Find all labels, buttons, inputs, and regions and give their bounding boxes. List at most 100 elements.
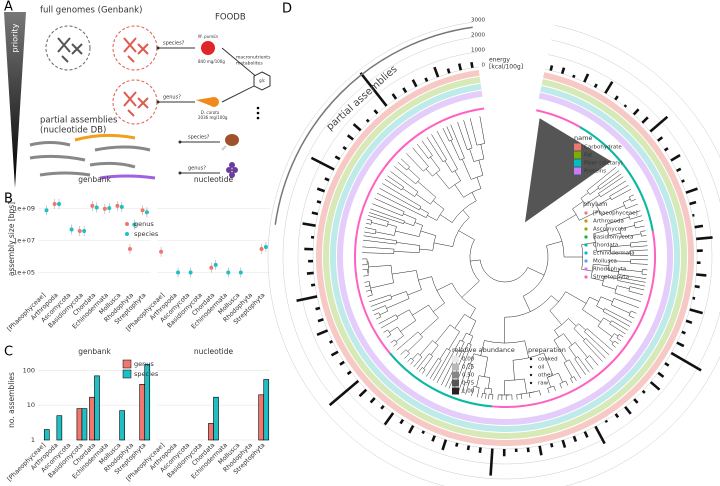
branch: [484, 387, 486, 394]
branch: [419, 208, 429, 214]
bar: [342, 146, 347, 151]
branch: [554, 318, 569, 331]
branch: [423, 356, 433, 369]
branch: [462, 159, 472, 180]
branch: [440, 214, 453, 223]
legend-key: [452, 355, 459, 363]
branch: [381, 201, 405, 212]
branch: [547, 385, 554, 389]
branch: [410, 360, 414, 365]
branch: [463, 188, 482, 198]
branch: [618, 269, 620, 275]
branch: [432, 169, 441, 177]
facet-title: genbank: [78, 347, 111, 356]
bar: [681, 330, 686, 335]
point: [188, 270, 193, 275]
branch: [410, 357, 414, 361]
branch: [583, 340, 595, 353]
bar: [583, 431, 589, 438]
branch: [547, 377, 551, 388]
bar: [316, 200, 322, 204]
branch: [479, 116, 482, 122]
branch: [417, 353, 423, 358]
point: [176, 270, 181, 275]
branch: [559, 380, 566, 384]
legend-label: 0.75: [462, 381, 475, 387]
branch: [543, 352, 554, 376]
branch: [436, 282, 452, 291]
priority-wedge: [4, 12, 26, 188]
branch: [471, 192, 477, 201]
bar: [657, 136, 664, 142]
branch: [401, 194, 422, 207]
legend-key: [452, 379, 459, 387]
point: [77, 229, 82, 234]
branch: [462, 381, 466, 389]
branch: [426, 372, 430, 377]
branch: [539, 390, 541, 396]
branch: [408, 168, 421, 180]
bar: [81, 408, 88, 441]
bar: [685, 319, 693, 325]
branch: [386, 298, 410, 309]
branch: [630, 249, 643, 252]
branch: [480, 340, 485, 356]
branch: [370, 301, 384, 307]
branch: [369, 212, 392, 221]
branch: [435, 324, 451, 344]
branch: [431, 134, 438, 145]
bar: [208, 423, 214, 441]
branch: [364, 281, 370, 283]
branch: [391, 270, 417, 275]
branch: [461, 388, 464, 394]
branch: [610, 170, 620, 177]
branch: [623, 198, 631, 203]
branch: [471, 391, 473, 397]
branch: [452, 339, 461, 354]
branch: [638, 220, 644, 222]
branch: [378, 218, 389, 222]
branch: [480, 144, 485, 159]
bar: [391, 93, 398, 100]
branch: [428, 358, 439, 373]
branch: [420, 317, 439, 335]
legend-label: species: [134, 370, 159, 378]
text: 2036 mg/100g: [198, 115, 228, 120]
text: (nucleotide DB): [40, 126, 106, 136]
bar: [339, 360, 345, 366]
facet-title: nucleotide: [194, 175, 234, 184]
branch: [619, 229, 622, 238]
legend-label: Carbohydrate: [584, 145, 622, 151]
branch: [412, 353, 418, 360]
branch: [621, 233, 642, 238]
branch: [574, 358, 582, 369]
branch: [478, 160, 484, 176]
branch: [631, 199, 636, 202]
branch: [439, 348, 447, 360]
branch: [464, 314, 476, 322]
branch: [558, 372, 563, 383]
branch: [613, 298, 634, 306]
bar: [572, 74, 576, 79]
branch: [400, 171, 416, 185]
branch: [568, 347, 577, 358]
branch: [472, 386, 475, 392]
legend-label: Proteins: [584, 169, 606, 175]
bar: [526, 447, 530, 453]
legend-label: species: [134, 230, 159, 238]
point: [90, 203, 95, 208]
y-tick-label: 100: [23, 366, 35, 374]
branch: [375, 237, 397, 241]
branch: [614, 285, 618, 294]
branch: [585, 359, 591, 366]
branch: [465, 344, 472, 360]
branch: [551, 295, 559, 303]
branch: [524, 340, 529, 358]
branch: [563, 359, 570, 364]
branch: [369, 232, 376, 235]
branch: [366, 289, 372, 292]
branch: [593, 264, 610, 266]
branch: [585, 194, 600, 205]
branch: [461, 332, 467, 342]
text: full genomes (Genbank): [40, 6, 142, 16]
